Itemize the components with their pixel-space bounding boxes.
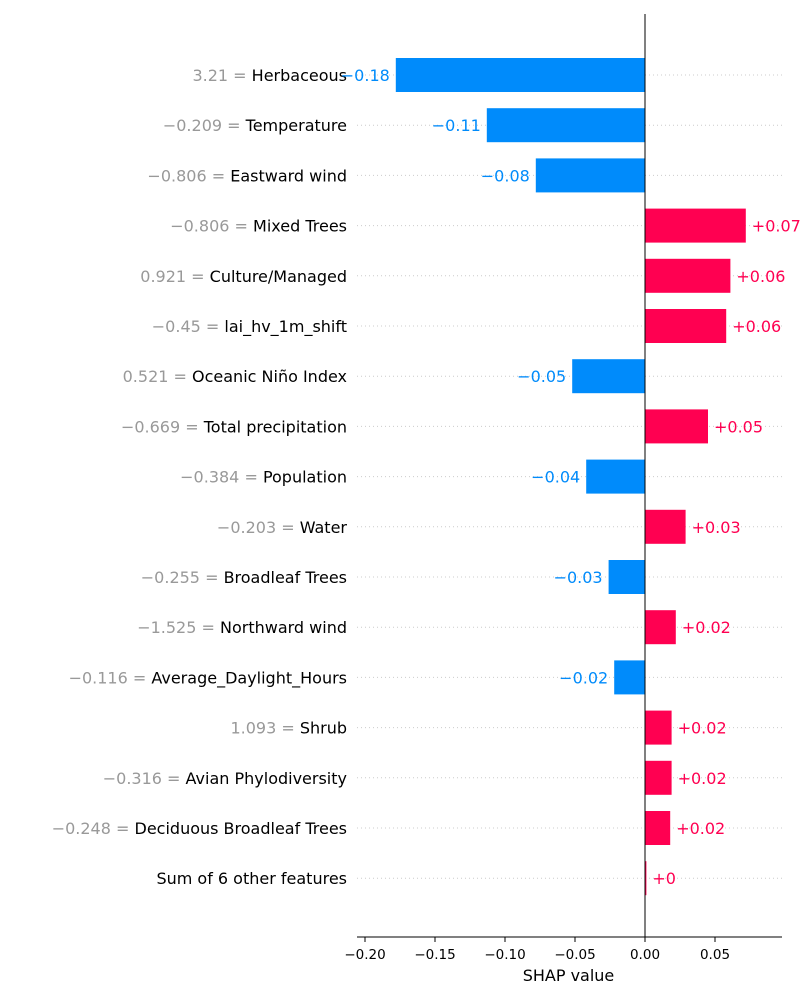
bar [395,58,645,92]
feature-label: 3.21 = Herbaceous [192,66,347,85]
bar-value-label: +0.03 [692,518,741,537]
bar-value-label: +0.02 [678,769,727,788]
feature-value: 0.921 = [140,267,209,286]
feature-value: 0.521 = [123,367,192,386]
bar [572,359,645,394]
feature-label: −0.806 = Mixed Trees [170,217,347,236]
feature-label: −0.255 = Broadleaf Trees [141,568,347,587]
bar [645,861,647,896]
feature-value: −0.669 = [121,417,204,436]
bar-value-label: −0.18 [341,66,390,85]
bar-value-label: −0.04 [531,468,580,487]
feature-value: −0.116 = [69,668,152,687]
feature-labels: 3.21 = Herbaceous−0.209 = Temperature−0.… [52,66,348,888]
feature-name: Water [300,518,348,537]
x-tick-label: −0.20 [344,947,385,963]
bar [645,509,686,544]
bar-value-label: +0.07 [752,217,800,236]
feature-name: Herbaceous [252,66,347,85]
bars [395,58,746,896]
bar-value-label: −0.11 [432,116,481,135]
feature-value: 3.21 = [192,66,251,85]
bar-value-label: +0 [652,869,676,888]
feature-name: Mixed Trees [253,217,347,236]
bar [645,409,708,444]
feature-value: −0.384 = [180,468,263,487]
x-tick-label: 0.05 [700,947,730,963]
x-tick-label: −0.05 [554,947,595,963]
feature-label: −0.116 = Average_Daylight_Hours [69,668,347,688]
x-tick-label: −0.15 [414,947,455,963]
bar-value-label: +0.05 [714,417,763,436]
feature-label: −0.669 = Total precipitation [121,417,347,436]
feature-value: 1.093 = [230,719,299,738]
feature-value: −0.203 = [217,518,300,537]
bar-value-label: +0.02 [676,819,725,838]
bar [645,760,672,795]
feature-name: Total precipitation [203,417,347,436]
bar-value-label: +0.06 [736,267,785,286]
bar [608,560,645,594]
bar [645,208,746,243]
bar-value-label: −0.02 [559,668,608,687]
feature-name: Sum of 6 other features [156,869,347,888]
feature-label: −0.45 = lai_hv_1m_shift [152,317,347,337]
feature-value: −0.806 = [170,217,253,236]
feature-value: −0.248 = [52,819,135,838]
feature-label: −0.248 = Deciduous Broadleaf Trees [52,819,347,838]
bar-value-labels: −0.18 −0.11 −0.08 +0.07 +0.06 +0.06 −0.05 +0.05… [341,66,800,888]
feature-label: 0.521 = Oceanic Niño Index [123,367,347,386]
bar [645,258,731,293]
feature-label: −0.203 = Water [217,518,348,537]
feature-label: −0.209 = Temperature [163,116,347,135]
feature-label: 1.093 = Shrub [230,719,347,738]
bar-value-label: +0.06 [732,317,781,336]
feature-name: Average_Daylight_Hours [151,668,347,688]
bar [645,710,672,745]
bar-value-label: +0.02 [678,719,727,738]
bar [486,108,645,143]
bar [645,309,727,343]
feature-name: Eastward wind [230,166,347,185]
feature-name: Population [263,468,347,487]
feature-value: −0.45 = [152,317,225,336]
bar [645,610,676,645]
feature-name: Northward wind [220,618,347,637]
x-tick-label: −0.10 [484,947,525,963]
feature-label: −0.316 = Avian Phylodiversity [103,769,347,788]
bar [645,811,671,845]
x-axis: −0.20 −0.15 −0.10 −0.05 0.00 0.05 [344,936,782,963]
feature-name: Oceanic Niño Index [192,367,347,386]
feature-name: Temperature [245,116,347,135]
feature-name: Shrub [300,719,347,738]
feature-label: 0.921 = Culture/Managed [140,267,347,286]
bar [586,459,645,494]
bar [614,660,645,695]
feature-value: −0.209 = [163,116,246,135]
feature-label: Sum of 6 other features [156,869,347,888]
feature-value: −0.255 = [141,568,224,587]
feature-name: Broadleaf Trees [224,568,347,587]
bar-value-label: +0.02 [682,618,731,637]
bar-value-label: −0.03 [554,568,603,587]
feature-name: Culture/Managed [210,267,347,286]
feature-label: −1.525 = Northward wind [137,618,347,637]
feature-label: −0.384 = Population [180,468,347,487]
bar-value-label: −0.05 [517,367,566,386]
feature-value: −0.316 = [103,769,186,788]
feature-value: −0.806 = [147,166,230,185]
feature-name: Avian Phylodiversity [186,769,347,788]
bar-value-label: −0.08 [481,166,530,185]
x-axis-title: SHAP value [523,966,615,985]
feature-name: Deciduous Broadleaf Trees [135,819,348,838]
feature-label: −0.806 = Eastward wind [147,166,347,185]
feature-name: lai_hv_1m_shift [224,317,347,337]
feature-value: −1.525 = [137,618,220,637]
bar [535,158,645,193]
x-tick-label: 0.00 [630,947,660,963]
